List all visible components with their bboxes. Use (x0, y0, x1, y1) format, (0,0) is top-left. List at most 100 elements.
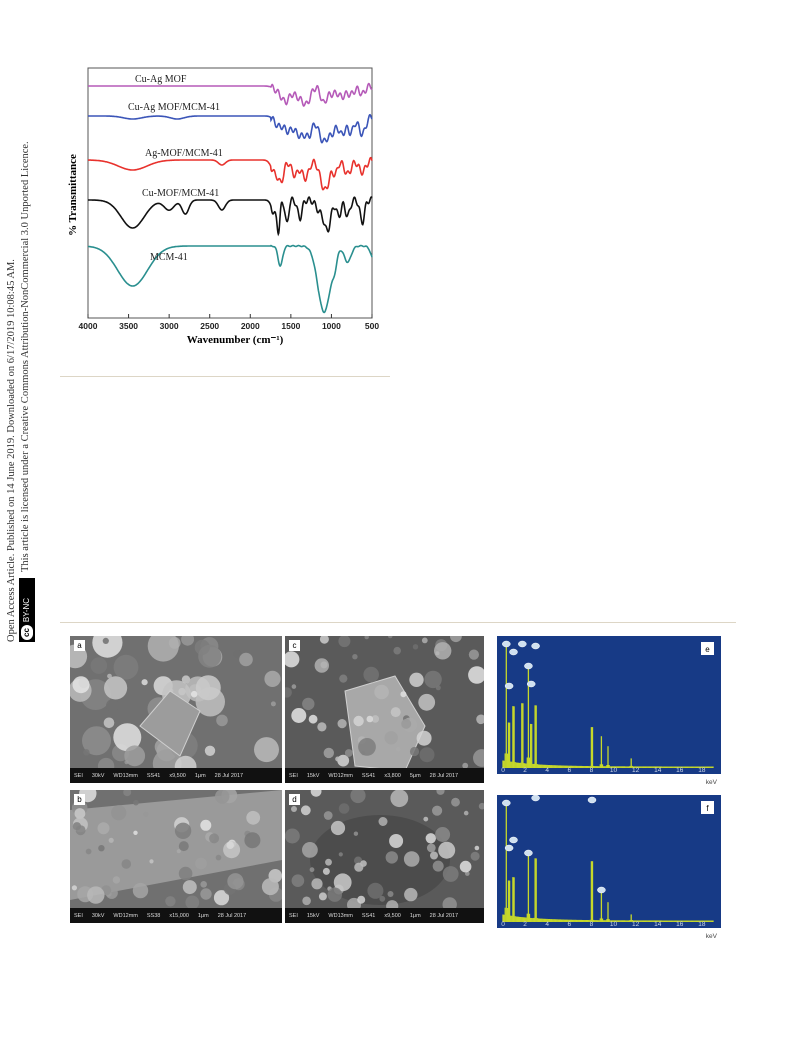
sem-info-text: 30kV (91, 912, 105, 919)
eds-tick-label: 2 (523, 921, 527, 928)
panel-tag: a (74, 640, 85, 651)
sem-info-text: 28 Jul 2017 (429, 912, 459, 919)
series-label-4: Cu-MOF/MCM-41 (142, 188, 219, 199)
eds-plot-area (497, 636, 721, 774)
sem-texture (70, 790, 282, 923)
sem-info-text: x15,000 (169, 912, 189, 919)
eds-unit-label: keV (706, 779, 718, 786)
sem-info-text: SEI (289, 912, 298, 919)
eds-plot-area (497, 795, 721, 928)
peak-marker-icon (587, 796, 597, 804)
x-tick-label: 1000 (322, 321, 341, 331)
licence-line-2: This article is licensed under a Creativ… (20, 141, 31, 572)
panel-tag: c (289, 640, 300, 651)
sem-info-text: SS41 (361, 772, 376, 779)
sem-info-text: SEI (289, 772, 298, 779)
eds-tick-label: 0 (501, 767, 505, 774)
cc-icon: cc (21, 625, 33, 640)
peak-marker-icon (518, 640, 527, 648)
plot-frame (87, 67, 373, 319)
sem-texture (70, 636, 282, 783)
sem-image-c: c SEI 15kV WD12mm SS41 x3,800 5μm 28 Jul 2017 (285, 636, 484, 783)
sem-info-text: WD13mm (113, 772, 138, 779)
sem-info-text: 15kV (306, 912, 320, 919)
panel-tag: d (289, 794, 300, 805)
panel-tag-box (701, 801, 714, 814)
sem-info-text: x9,500 (384, 912, 401, 919)
eds-tick-label: 12 (632, 767, 640, 774)
sem-info-text: 5μm (409, 772, 421, 779)
peak-marker-icon (502, 640, 511, 648)
x-tick-label: 1500 (281, 321, 300, 331)
eds-tick-label: 8 (590, 921, 594, 928)
sem-info-text: 1μm (409, 912, 421, 919)
panel-tag: f (706, 804, 709, 813)
eds-tick-label: 0 (501, 921, 505, 928)
panel-tag: b (74, 794, 85, 805)
x-tick-label: 2000 (241, 321, 260, 331)
sem-info-text: 28 Jul 2017 (217, 912, 247, 919)
licence-line-1: Open Access Article. Published on 14 Jun… (6, 259, 17, 642)
sem-info-bar: SEI 30kV WD12mm SS38 x15,000 1μm 28 Jul 2017 (70, 908, 282, 923)
sem-info-text: SS41 (146, 772, 161, 779)
sem-info-text: WD12mm (328, 772, 353, 779)
eds-tick-label: 4 (545, 767, 549, 774)
series-line-2 (88, 113, 373, 144)
series-label-1: Cu-Ag MOF (135, 74, 187, 85)
figure-divider-top (60, 376, 390, 377)
x-tick-label: 2500 (200, 321, 219, 331)
peak-marker-icon (526, 680, 536, 688)
peak-marker-icon (504, 682, 514, 690)
x-tick-label: 3000 (160, 321, 179, 331)
eds-tick-label: 18 (698, 921, 706, 928)
x-tick-label: 500 (365, 321, 379, 331)
eds-tick-label: 8 (590, 767, 594, 774)
sem-image-d: d SEI 15kV WD13mm SS41 x9,500 1μm 28 Jul 2017 (285, 790, 484, 923)
sem-info-text: SS38 (146, 912, 161, 919)
peak-marker-icon (509, 648, 518, 656)
sem-info-text: 28 Jul 2017 (214, 772, 244, 779)
eds-tick-label: 18 (698, 767, 706, 774)
series-line-3 (88, 156, 373, 191)
sem-texture (285, 790, 484, 923)
panel-tag-box (701, 642, 714, 655)
eds-spectrum-f: f 0 2 4 6 8 10 12 14 16 18 keV (497, 795, 721, 940)
cc-badge-label: BY-NC (22, 597, 31, 623)
peak-marker-icon (597, 886, 606, 894)
cc-license-badge[interactable]: cc BY-NC (19, 578, 35, 642)
figure-divider-bottom (60, 622, 736, 623)
sem-info-bar: SEI 15kV WD13mm SS41 x9,500 1μm 28 Jul 2017 (285, 908, 484, 923)
eds-tick-label: 14 (654, 767, 662, 774)
eds-tick-label: 4 (545, 921, 549, 928)
peak-marker-icon (509, 836, 518, 844)
sem-image-b: b SEI 30kV WD12mm SS38 x15,000 1μm 28 Jul 2017 (70, 790, 282, 923)
sem-info-text: 15kV (306, 772, 320, 779)
eds-tick-label: 6 (567, 921, 571, 928)
eds-tick-label: 16 (676, 921, 684, 928)
sem-info-bar: SEI 15kV WD12mm SS41 x3,800 5μm 28 Jul 2017 (285, 768, 484, 783)
sem-texture (285, 636, 484, 783)
peak-marker-icon (531, 642, 540, 650)
sem-info-text: SS41 (361, 912, 376, 919)
eds-tick-label: 16 (676, 767, 684, 774)
x-tick-label: 3500 (119, 321, 138, 331)
eds-tick-label: 6 (567, 767, 571, 774)
eds-tick-label: 10 (610, 767, 618, 774)
sem-info-text: x9,500 (169, 772, 186, 779)
sem-info-text: 28 Jul 2017 (429, 772, 459, 779)
sem-info-text: 1μm (194, 772, 206, 779)
eds-spectrum-e: e 0 2 4 6 8 10 12 14 16 18 keV (497, 636, 721, 786)
series-line-5 (88, 244, 373, 314)
series-label-5: MCM-41 (150, 252, 188, 263)
eds-tick-label: 2 (523, 767, 527, 774)
sem-info-text: WD12mm (113, 912, 138, 919)
series-label-2: Cu-Ag MOF/MCM-41 (128, 102, 220, 113)
peak-marker-icon (524, 849, 533, 857)
eds-tick-label: 10 (610, 921, 618, 928)
eds-unit-label: keV (706, 933, 718, 940)
peak-marker-icon (524, 662, 533, 670)
panel-tag: e (705, 645, 710, 654)
peak-marker-icon (531, 795, 540, 802)
